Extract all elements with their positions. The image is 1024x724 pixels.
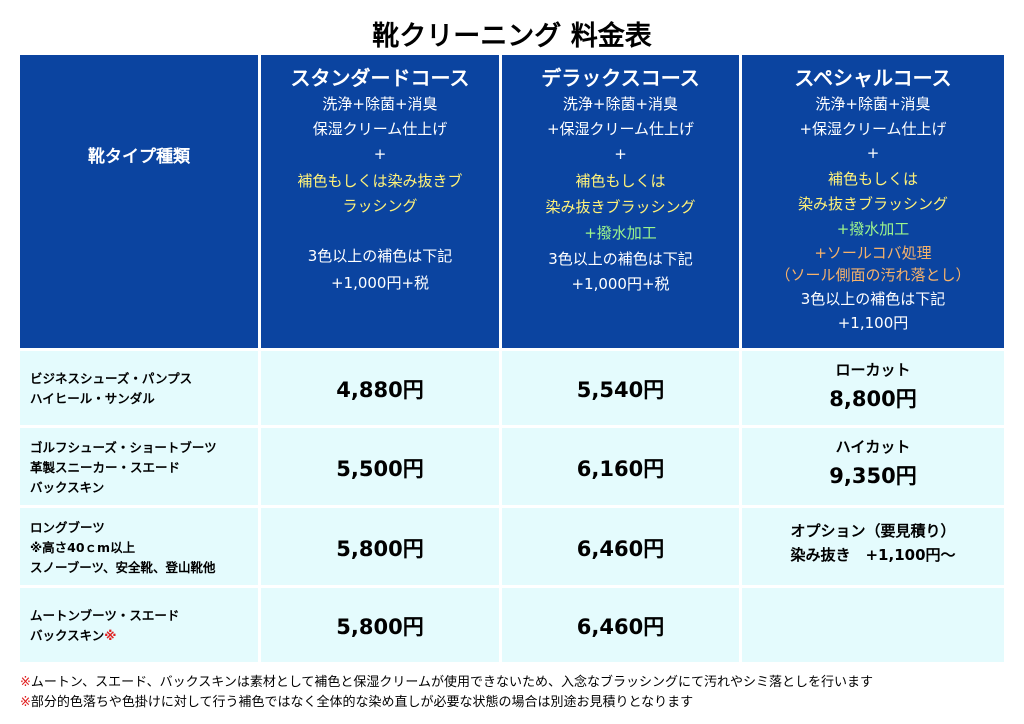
course-detail: 保湿クリーム仕上げ <box>312 120 448 138</box>
price: 6,460円 <box>576 615 665 639</box>
table-cell <box>742 428 1004 505</box>
course-detail: （ソール側面の汚れ落とし） <box>775 266 971 284</box>
course-detail: + <box>373 145 387 163</box>
course-name: スペシャルコース <box>794 66 952 90</box>
footnote: ※部分的色落ちや色掛けに対して行う補色ではなく全体的な染め直しが必要な状態の場合… <box>20 691 693 710</box>
shoe-type: スノーブーツ、安全靴、登山靴他 <box>30 559 216 575</box>
shoe-type: ゴルフシューズ・ショートブーツ <box>30 439 217 455</box>
price: 4,880円 <box>336 378 424 402</box>
table-cell <box>20 351 258 425</box>
table-cell <box>20 588 258 662</box>
course-cell <box>261 55 499 348</box>
price: 5,800円 <box>336 615 424 639</box>
shoe-type: バックスキン※ <box>30 628 117 643</box>
course-detail: ラッシング <box>342 197 418 215</box>
course-detail: 補色もしくは <box>827 170 918 188</box>
footnote: ※ムートン、スエード、バックスキンは素材として補色と保湿クリームが使用できないた… <box>20 671 873 690</box>
shoe-type: ※高さ40ｃm以上 <box>30 539 136 555</box>
table-cell <box>261 508 499 585</box>
course-detail: 染み抜きブラッシング <box>545 198 696 216</box>
course-detail: +保湿クリーム仕上げ <box>799 120 947 138</box>
special-info: ハイカット <box>835 438 911 456</box>
course-detail: + <box>614 145 627 163</box>
shoe-type: ロングブーツ <box>30 519 105 535</box>
table-cell <box>502 588 739 662</box>
shoe-type: 革製スニーカー・スエード <box>30 459 181 475</box>
table-cell <box>20 508 258 585</box>
table-cell <box>742 351 1004 425</box>
note-mark: ※ <box>20 695 31 710</box>
table-cell <box>742 508 1004 585</box>
corner-cell <box>20 55 258 348</box>
note-mark: ※ <box>104 628 117 643</box>
title: 靴クリーニング 料金表 <box>372 21 652 52</box>
table-cell <box>261 588 499 662</box>
course-cell <box>742 55 1004 348</box>
note-text: ムートン、スエード、バックスキンは素材として補色と保湿クリームが使用できないため… <box>30 675 874 690</box>
table-cell <box>502 428 739 505</box>
table-cell <box>502 508 739 585</box>
course-detail: +撥水加工 <box>584 224 657 242</box>
course-detail: 3色以上の補色は下記 <box>307 247 453 265</box>
note-mark: ※ <box>20 675 31 690</box>
table-cell <box>742 588 1004 662</box>
note-text: 部分的色落ちや色掛けに対して行う補色ではなく全体的な染め直しが必要な状態の場合は… <box>30 695 694 710</box>
course-name: デラックスコース <box>541 66 700 90</box>
price: 6,460円 <box>576 536 665 561</box>
shoe-type: バックスキン <box>30 479 105 495</box>
course-detail: 洗浄+除菌+消臭 <box>322 95 438 113</box>
price: 5,540円 <box>576 378 665 402</box>
table-cell <box>261 428 499 505</box>
course-detail: 3色以上の補色は下記 <box>800 290 946 308</box>
course-cell <box>502 55 739 348</box>
table-cell <box>502 351 739 425</box>
course-detail: + <box>866 144 880 162</box>
course-detail: 補色もしくは染み抜きブ <box>297 172 463 190</box>
table-cell <box>261 351 499 425</box>
corner-label: 靴タイプ種類 <box>88 147 190 167</box>
course-detail: +1,000円+税 <box>571 275 670 293</box>
course-detail: +1,000円+税 <box>330 274 430 292</box>
course-detail: +撥水加工 <box>836 220 910 238</box>
table-cell <box>20 428 258 505</box>
shoe-type: ハイヒール・サンダル <box>30 391 155 406</box>
course-name: スタンダードコース <box>290 66 470 90</box>
course-detail: +保湿クリーム仕上げ <box>546 120 695 138</box>
special-info: 8,800円 <box>829 387 917 411</box>
course-detail: 洗浄+除菌+消臭 <box>562 95 679 113</box>
special-info: 9,350円 <box>829 464 917 488</box>
course-detail: 補色もしくは <box>575 172 666 190</box>
shoe-type: ムートンブーツ・スエード <box>30 608 180 623</box>
course-detail: +ソールコバ処理 <box>814 244 932 262</box>
special-info: オプション（要見積り） <box>790 522 956 540</box>
price: 5,800円 <box>336 536 424 561</box>
special-info: ローカット <box>835 361 911 379</box>
price: 5,500円 <box>336 456 424 481</box>
course-detail: +1,100円 <box>837 314 909 332</box>
course-detail: 染み抜きブラッシング <box>797 195 948 213</box>
shoe-type: ビジネスシューズ・パンプス <box>30 371 193 386</box>
price: 6,160円 <box>576 456 665 481</box>
course-detail: 洗浄+除菌+消臭 <box>815 95 931 113</box>
course-detail: 3色以上の補色は下記 <box>548 250 693 268</box>
special-info: 染み抜き +1,100円〜 <box>790 546 956 564</box>
